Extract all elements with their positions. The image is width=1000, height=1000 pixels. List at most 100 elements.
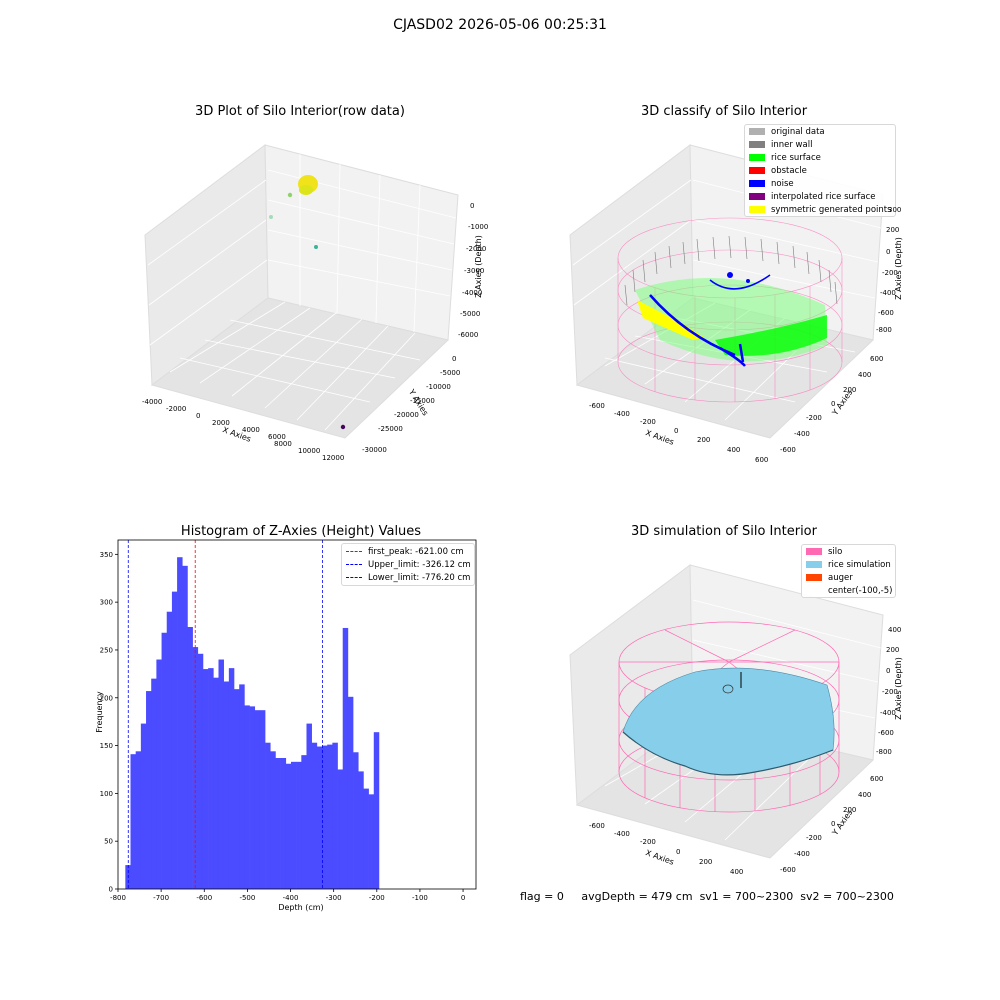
legend-label: Upper_limit: -326.12 cm [368,559,471,570]
histogram-chart: -800 -700 -600 -500 -400 -300 -200 -100 0 0 50 100… [95,539,477,912]
raw-z-tick: -1000 [468,223,489,231]
legend-entry: original data [745,125,895,138]
sim-center-marker [722,684,734,694]
histogram-bar [311,742,318,889]
legend-entry: first_peak: -621.00 cm [342,545,474,558]
sim-x-tick: -600 [589,822,605,830]
sim-x-tick: 0 [676,848,681,856]
legend-entry: auger [802,571,895,584]
classify-legend: original data inner wall rice surface ob… [744,124,896,217]
legend-swatch [749,193,765,200]
histogram-bar [259,710,266,889]
sim-z-tick: 200 [886,646,900,654]
classify-y-tick: 0 [831,400,836,408]
classify-rice-dense [715,315,827,356]
classify-z-tick: 200 [886,226,900,234]
classify-3d-plot [569,144,884,439]
classify-z-tick: -600 [878,309,894,317]
legend-label: inner wall [771,139,813,150]
legend-label: symmetric generated points [771,204,892,215]
histogram-bar [353,752,359,889]
histogram-bar [156,659,162,889]
x-tick-label: -800 [110,894,126,902]
histogram-bar [135,751,142,889]
histogram-bar [140,723,147,889]
classify-y-tick: 400 [858,371,872,379]
raw-point [269,215,273,219]
legend-entry: rice simulation [802,558,895,571]
histogram-bar [296,761,302,889]
legend-swatch [749,206,765,213]
legend-line [346,564,362,565]
histogram-bar [327,744,333,889]
legend-swatch [749,180,765,187]
classify-noise [649,294,746,367]
legend-label: Lower_limit: -776.20 cm [368,572,471,583]
histogram-x-ticks: -800 -700 -600 -500 -400 -300 -200 -100 0 [110,889,465,902]
histogram-bar [322,745,328,889]
legend-entry: Upper_limit: -326.12 cm [342,558,474,571]
raw-y-tick: 0 [452,355,457,363]
legend-label: obstacle [771,165,807,176]
raw-y-tick: -25000 [378,425,403,433]
classify-z-tick: -400 [880,289,896,297]
raw-z-tick: -2000 [466,245,487,253]
legend-line [346,551,362,552]
sim-y-tick: 200 [843,806,857,814]
legend-swatch [806,548,822,555]
legend-swatch [806,574,822,581]
raw-y-tick: -5000 [440,369,461,377]
y-tick-label: 50 [104,838,113,846]
histogram-bar [358,771,364,889]
histogram-bar [208,668,214,889]
legend-swatch [806,587,822,594]
raw-z-tick: -4000 [462,289,483,297]
histogram-frame [117,539,477,890]
sim-x-tick: 400 [730,868,744,876]
histogram-bar [270,751,276,889]
sim-z-tick: -800 [876,748,892,756]
raw-grid [147,154,457,431]
histogram-bar [244,705,250,889]
classify-x-tick: 600 [755,456,769,464]
sv1-text: sv1 = 700~2300 [699,890,794,903]
y-tick-label: 150 [100,742,113,750]
histogram-bar [373,732,380,889]
raw-floor-pane [150,297,450,439]
histogram-bar [146,691,152,889]
histogram-bar [151,678,157,889]
y-tick-label: 300 [100,599,113,607]
classify-z-label: Z Axies (Depth) [893,237,903,300]
histogram-bar [342,627,349,889]
legend-label: auger [828,572,853,583]
simulation-legend: silo rice simulation auger center(-100,-… [801,544,896,598]
legend-label: interpolated rice surface [771,191,876,202]
classify-x-tick: 200 [697,436,711,444]
legend-entry: inner wall [745,138,895,151]
raw-3d-plot [144,144,459,439]
histogram-bar [347,696,354,889]
classify-x-tick: 400 [727,446,741,454]
histogram-bar [363,788,369,889]
classify-z-tick: -200 [882,269,898,277]
raw-z-tick: -6000 [458,331,479,339]
legend-entry: obstacle [745,164,895,177]
histogram-bar [306,723,312,889]
sim-x-tick: -400 [614,830,630,838]
legend-label: rice simulation [828,559,891,570]
legend-entry: noise [745,177,895,190]
raw-point-cluster-inner [299,185,313,195]
sim-z-tick: -400 [880,709,896,717]
classify-y-tick: 600 [870,355,884,363]
sim-z-label: Z Axies (Depth) [893,657,903,720]
sim-z-tick: -200 [882,688,898,696]
legend-label: center(-100,-5) [828,585,893,596]
raw-point [287,192,293,198]
histogram-bar [234,689,240,889]
sim-y-tick: 600 [870,775,884,783]
x-tick-label: -200 [369,894,385,902]
histogram-bar [223,681,230,889]
flag-text: flag = 0 [520,890,564,903]
raw-y-tick: -15000 [410,397,435,405]
raw-plot-title: 3D Plot of Silo Interior(row data) [195,104,405,119]
